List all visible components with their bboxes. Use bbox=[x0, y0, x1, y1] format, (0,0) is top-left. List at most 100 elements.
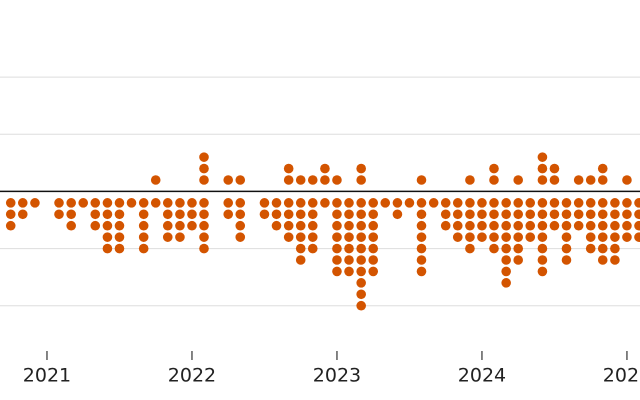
dot bbox=[416, 243, 427, 254]
dot bbox=[356, 243, 366, 254]
dot bbox=[356, 220, 366, 231]
dot bbox=[465, 232, 475, 242]
dot bbox=[307, 220, 318, 231]
dot bbox=[114, 209, 125, 220]
dot bbox=[585, 220, 596, 231]
dot bbox=[610, 209, 620, 220]
dot bbox=[573, 198, 584, 208]
x-tick-label: 2024 bbox=[458, 365, 506, 387]
dot bbox=[187, 220, 197, 231]
dot bbox=[634, 220, 640, 231]
dot bbox=[17, 209, 28, 220]
dot bbox=[356, 198, 366, 208]
dot bbox=[332, 209, 342, 220]
dot bbox=[356, 289, 366, 300]
dot bbox=[199, 209, 209, 220]
dot bbox=[235, 198, 246, 208]
dot bbox=[307, 243, 318, 254]
dot bbox=[199, 198, 209, 208]
dot bbox=[440, 198, 451, 208]
dot bbox=[392, 209, 403, 220]
dot bbox=[622, 209, 632, 220]
dot bbox=[114, 232, 125, 242]
dot bbox=[537, 198, 548, 208]
dot bbox=[501, 209, 511, 220]
dot bbox=[537, 175, 548, 185]
dot bbox=[66, 198, 76, 208]
dot bbox=[513, 209, 524, 220]
dot bbox=[138, 220, 149, 231]
dot bbox=[513, 198, 524, 208]
dot bbox=[416, 232, 427, 242]
dot bbox=[440, 209, 451, 220]
dot bbox=[573, 175, 584, 185]
dot bbox=[235, 209, 246, 220]
dot bbox=[295, 209, 306, 220]
dot bbox=[513, 232, 524, 242]
x-tick-label: 2023 bbox=[313, 365, 361, 387]
dot bbox=[428, 198, 439, 208]
dot bbox=[489, 243, 499, 254]
dot bbox=[610, 220, 620, 231]
dot bbox=[525, 198, 536, 208]
dot bbox=[356, 278, 366, 288]
dot bbox=[356, 163, 366, 174]
dot bbox=[549, 175, 560, 185]
dot bbox=[344, 266, 354, 277]
dot bbox=[597, 198, 608, 208]
dot bbox=[585, 175, 596, 185]
dot bbox=[199, 220, 209, 231]
dot bbox=[162, 232, 173, 242]
dot bbox=[549, 220, 560, 231]
dot bbox=[525, 220, 536, 231]
dot bbox=[356, 255, 366, 265]
dot bbox=[344, 232, 354, 242]
dot bbox=[622, 198, 632, 208]
dot bbox=[501, 198, 511, 208]
dot bbox=[162, 220, 173, 231]
dot bbox=[187, 209, 197, 220]
dot bbox=[199, 232, 209, 242]
dot bbox=[295, 243, 306, 254]
dot bbox=[295, 255, 306, 265]
dot bbox=[368, 209, 379, 220]
dot bbox=[416, 266, 427, 277]
dot bbox=[320, 175, 330, 185]
dot bbox=[102, 198, 113, 208]
dot bbox=[30, 198, 40, 208]
dot bbox=[271, 220, 282, 231]
dot bbox=[537, 243, 548, 254]
dot bbox=[138, 209, 149, 220]
dot bbox=[138, 243, 149, 254]
dot bbox=[150, 198, 161, 208]
dot bbox=[452, 198, 463, 208]
dot bbox=[561, 220, 572, 231]
dot bbox=[513, 175, 524, 185]
dot bbox=[537, 220, 548, 231]
dot bbox=[307, 198, 318, 208]
dot bbox=[283, 209, 294, 220]
dot bbox=[138, 232, 149, 242]
dot bbox=[223, 198, 234, 208]
dot bbox=[537, 232, 548, 242]
dot bbox=[5, 198, 16, 208]
dot bbox=[416, 175, 427, 185]
dot bbox=[597, 255, 608, 265]
dot bbox=[610, 232, 620, 242]
dot bbox=[307, 232, 318, 242]
dot bbox=[320, 163, 330, 174]
dot bbox=[150, 175, 161, 185]
dot bbox=[344, 243, 354, 254]
dot bbox=[465, 175, 475, 185]
dot bbox=[90, 220, 101, 231]
dot bbox=[537, 152, 548, 162]
dot bbox=[501, 243, 511, 254]
dot bbox=[634, 232, 640, 242]
dot bbox=[465, 243, 475, 254]
dot bbox=[513, 243, 524, 254]
dot bbox=[259, 198, 270, 208]
dot bbox=[525, 232, 536, 242]
dot bbox=[271, 198, 282, 208]
dot bbox=[344, 220, 354, 231]
dot bbox=[513, 255, 524, 265]
